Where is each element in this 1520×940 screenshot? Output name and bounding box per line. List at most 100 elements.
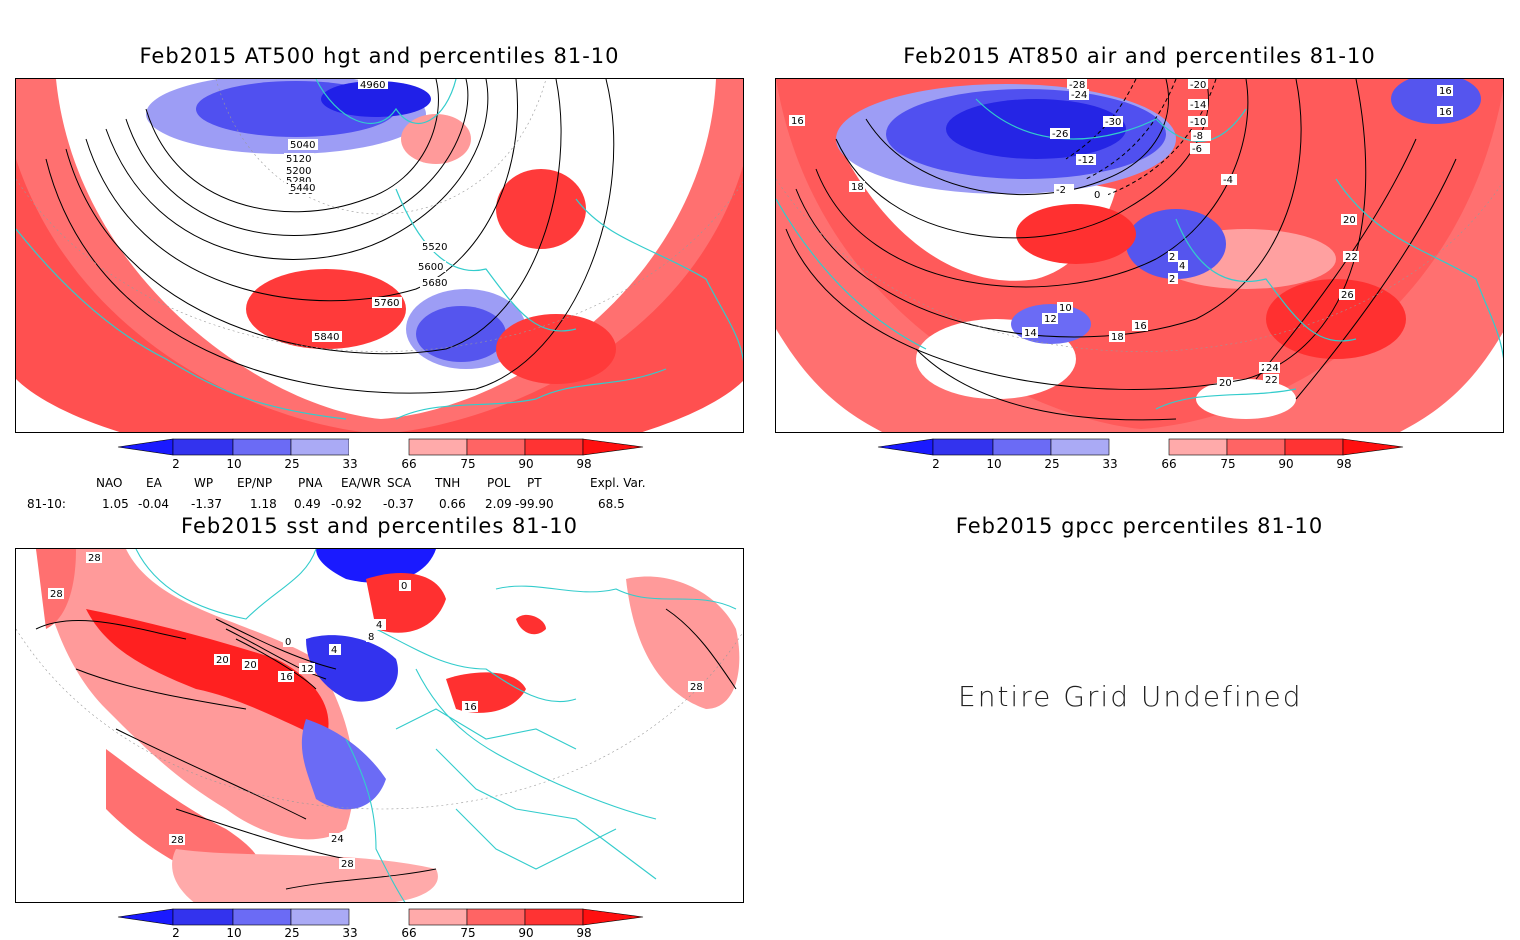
air850-label: 16 (1439, 86, 1452, 97)
sst-map: 28 28 20 0 0 4 8 12 16 20 4 28 24 28 16 … (15, 548, 744, 903)
air850-label: 26 (1341, 290, 1354, 301)
cbar-seg (1168, 438, 1228, 456)
indices-header: NAO EA WP EP/NP PNA EA/WR SCA TNH POL PT… (0, 476, 760, 490)
gpcc-title: Feb2015 gpcc percentiles 81-10 (955, 514, 1324, 538)
air850-label: 20 (1343, 215, 1356, 226)
cbar-seg (1226, 438, 1286, 456)
cbar-seg (466, 908, 526, 926)
cbar-label: 75 (1220, 457, 1236, 471)
air850-label: 22 (1345, 252, 1358, 263)
air850-label: 2 (1169, 274, 1175, 285)
cbar-label: 2 (172, 926, 180, 940)
air850-label: 16 (1439, 107, 1452, 118)
cbar-label: 2 (932, 457, 940, 471)
hgt500-label: 5040 (290, 140, 315, 151)
air850-label: 0 (1094, 190, 1100, 201)
hgt500-label: 5200 (286, 166, 311, 177)
air850-colorbar-labels: 2 10 25 33 66 75 90 98 (873, 457, 1413, 471)
cbar-seg (172, 438, 234, 456)
index-row-label: 81-10: (27, 497, 66, 511)
cbar-label: 66 (1161, 457, 1177, 471)
index-header: TNH (435, 476, 461, 490)
cbar-label: 25 (284, 926, 300, 940)
index-value: -0.92 (331, 497, 363, 511)
cbar-seg (1050, 438, 1110, 456)
cbar-tri-high (582, 908, 644, 926)
cbar-label: 75 (460, 926, 476, 940)
sst-label: 4 (376, 620, 382, 631)
hgt500-label: 5120 (286, 154, 311, 165)
air850-label: 12 (1044, 314, 1057, 325)
hgt500-colorbar (117, 438, 644, 456)
hgt500-label: 5760 (374, 298, 399, 309)
index-header: NAO (96, 476, 123, 490)
sst-colorbar-labels: 2 10 25 33 66 75 90 98 (113, 926, 653, 940)
cbar-seg (408, 438, 468, 456)
air850-label: 24 (1266, 363, 1279, 374)
air850-label: -6 (1192, 144, 1202, 155)
hgt500-label: 5840 (314, 332, 339, 343)
cbar-seg (290, 438, 350, 456)
hgt500-label: 5520 (422, 242, 447, 253)
air850-label: -12 (1078, 155, 1094, 166)
cbar-tri-low (117, 438, 174, 456)
sst-label: 28 (88, 553, 101, 564)
air850-label: 2 (1169, 252, 1175, 263)
index-header: EA/WR (341, 476, 382, 490)
cbar-seg (349, 439, 409, 455)
hgt500-label: 5280 (286, 176, 311, 187)
air850-map: -24 -28 -26 -30 -20 -14 -10 -8 -6 -12 -2… (775, 78, 1504, 433)
cbar-seg (1284, 438, 1344, 456)
sst-label: 28 (341, 859, 354, 870)
cbar-tri-high (1342, 438, 1404, 456)
cbar-tri-low (877, 438, 934, 456)
index-value: -1.37 (191, 497, 223, 511)
sst-label: 0 (401, 581, 407, 592)
index-value: -99.90 (515, 497, 554, 511)
cbar-label: 10 (226, 926, 242, 940)
index-value: 1.05 (102, 497, 129, 511)
index-header: PT (527, 476, 542, 490)
air850-label: -2 (1056, 185, 1066, 196)
air850-label: -10 (1190, 117, 1206, 128)
cbar-label: 75 (460, 457, 476, 471)
cbar-label: 98 (1336, 457, 1352, 471)
air850-label: 16 (1134, 321, 1147, 332)
index-value: -0.04 (138, 497, 170, 511)
air850-label: -26 (1052, 129, 1068, 140)
index-header: WP (194, 476, 214, 490)
cbar-label: 90 (518, 926, 534, 940)
hgt500-label: 5680 (422, 278, 447, 289)
air850-label: 22 (1265, 375, 1278, 386)
sst-title: Feb2015 sst and percentiles 81-10 (181, 514, 578, 538)
cbar-label: 10 (986, 457, 1002, 471)
index-value: -0.37 (383, 497, 415, 511)
gpcc-undefined-message: Entire Grid Undefined (958, 680, 1303, 713)
index-value: 0.66 (439, 497, 466, 511)
air850-label: -30 (1105, 117, 1121, 128)
air850-map-svg: -24 -28 -26 -30 -20 -14 -10 -8 -6 -12 -2… (776, 79, 1503, 432)
sst-label: 28 (50, 589, 63, 600)
cbar-tri-low (117, 908, 174, 926)
index-header: POL (487, 476, 511, 490)
cbar-label: 2 (172, 457, 180, 471)
sst-label: 28 (690, 682, 703, 693)
cbar-label: 33 (342, 926, 358, 940)
sst-label: 20 (216, 655, 229, 666)
index-value: 1.18 (250, 497, 277, 511)
hgt500-map-svg: 5040 5120 5200 5280 5360 5440 5520 5600 … (16, 79, 743, 432)
index-value: 68.5 (598, 497, 625, 511)
cbar-seg (992, 438, 1052, 456)
cbar-tri-high (582, 438, 644, 456)
air850-label: 10 (1059, 303, 1072, 314)
cbar-label: 98 (576, 926, 592, 940)
cbar-seg (172, 908, 234, 926)
cbar-label: 98 (576, 457, 592, 471)
sst-label: 16 (280, 672, 293, 683)
cbar-seg (232, 438, 292, 456)
sst-label: 0 (285, 637, 291, 648)
air850-label: -28 (1069, 80, 1085, 91)
cbar-label: 66 (401, 457, 417, 471)
cbar-label: 25 (284, 457, 300, 471)
hgt500-title: Feb2015 AT500 hgt and percentiles 81-10 (139, 44, 620, 68)
